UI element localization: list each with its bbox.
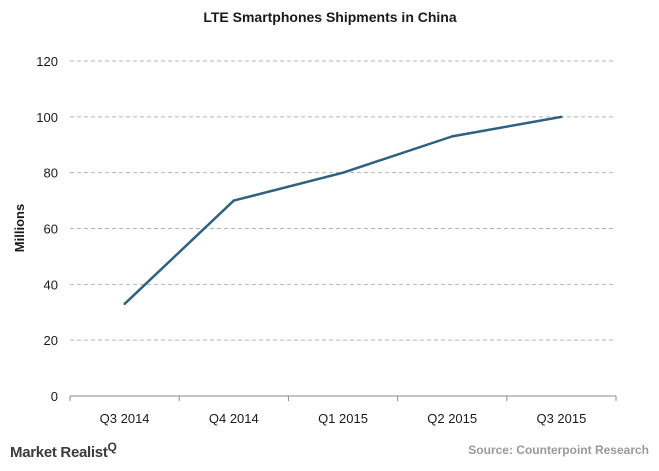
y-tick-label: 120 [36,54,58,69]
data-point [232,199,235,202]
series-group [123,115,563,306]
y-tick-label: 0 [51,389,58,404]
chart-title: LTE Smartphones Shipments in China [203,9,457,25]
source-note: Source: Counterpoint Research [468,443,649,457]
series-line [123,115,562,305]
x-axis-ticks: Q3 2014 Q4 2014 Q1 2015 Q2 2015 Q3 2015 [69,396,617,426]
x-tick-label: Q2 2015 [427,411,477,426]
x-tick-label: Q3 2015 [536,411,586,426]
data-point [451,135,454,138]
x-tick-label: Q1 2015 [318,411,368,426]
data-point [341,171,345,174]
y-tick-label: 20 [44,333,58,348]
y-tick-label: 40 [44,277,58,292]
y-tick-label: 80 [44,166,58,181]
gridlines [70,60,616,341]
data-point [560,115,563,119]
x-tick-label: Q3 2014 [100,411,150,426]
data-point [123,302,126,306]
y-tick-label: 60 [44,222,58,237]
y-tick-label: 100 [36,110,58,125]
y-axis-ticks: 0 20 40 60 80 100 120 [36,54,58,404]
brand-name: Market Realist [10,444,108,461]
brand-logo: Market RealistQ [10,440,117,461]
search-icon: Q [107,440,117,454]
line-chart: LTE Smartphones Shipments in China 0 20 40… [12,9,617,426]
y-axis-label: Millions [12,204,27,252]
x-tick-label: Q4 2014 [209,411,259,426]
